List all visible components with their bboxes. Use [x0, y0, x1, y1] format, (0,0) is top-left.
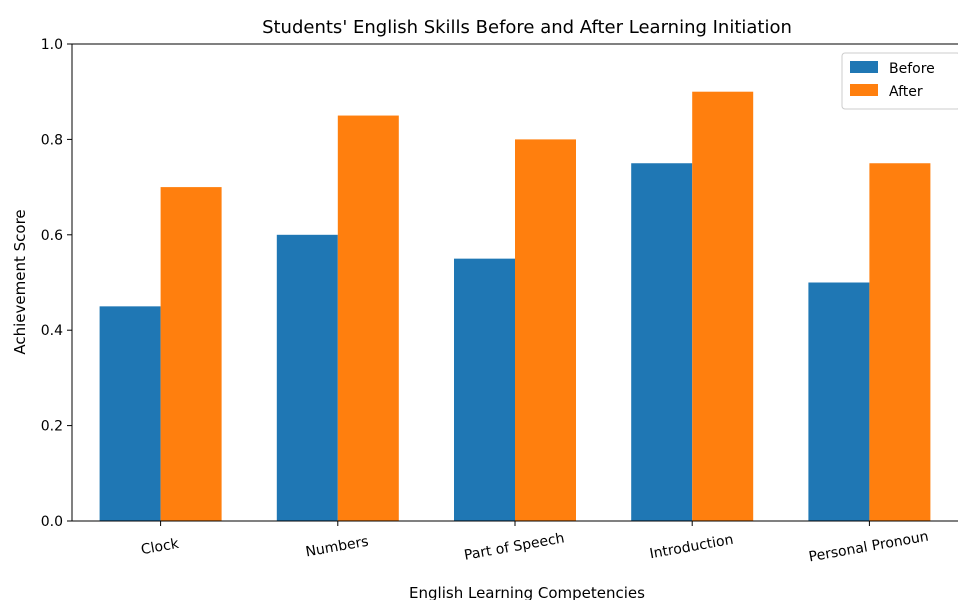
y-tick-label: 0.8 — [41, 132, 63, 148]
bar-before-0 — [99, 306, 161, 521]
bar-before-4 — [808, 282, 870, 521]
bar-before-2 — [454, 258, 515, 521]
x-tick-label: Clock — [140, 536, 181, 559]
legend-swatch-before — [850, 61, 878, 73]
bar-before-3 — [631, 163, 693, 521]
legend: Before After — [841, 52, 958, 110]
bar-after-4 — [869, 163, 931, 521]
bar-after-2 — [515, 139, 576, 521]
legend-label-after: After — [889, 84, 923, 100]
chart-title: Students' English Skills Before and Afte… — [262, 17, 792, 38]
y-tick-label: 0.0 — [41, 514, 63, 530]
y-tick-label: 0.6 — [41, 228, 63, 244]
y-tick-label: 1.0 — [41, 37, 63, 53]
x-tick-label: Personal Pronoun — [808, 529, 930, 566]
bar-after-3 — [692, 91, 754, 521]
y-tick-label: 0.2 — [41, 419, 63, 435]
x-axis-label: English Learning Competencies — [409, 584, 645, 600]
bar-after-0 — [160, 187, 222, 521]
legend-label-before: Before — [889, 61, 935, 77]
bars-group — [99, 91, 931, 522]
legend-swatch-after — [850, 84, 878, 96]
y-axis-label: Achievement Score — [11, 209, 29, 354]
y-tick-label: 0.4 — [41, 323, 63, 339]
bar-before-1 — [276, 234, 338, 522]
bar-after-1 — [337, 115, 399, 522]
x-tick-label: Introduction — [648, 532, 734, 562]
x-tick-label: Numbers — [304, 534, 369, 561]
x-tick-label: Part of Speech — [463, 530, 566, 563]
